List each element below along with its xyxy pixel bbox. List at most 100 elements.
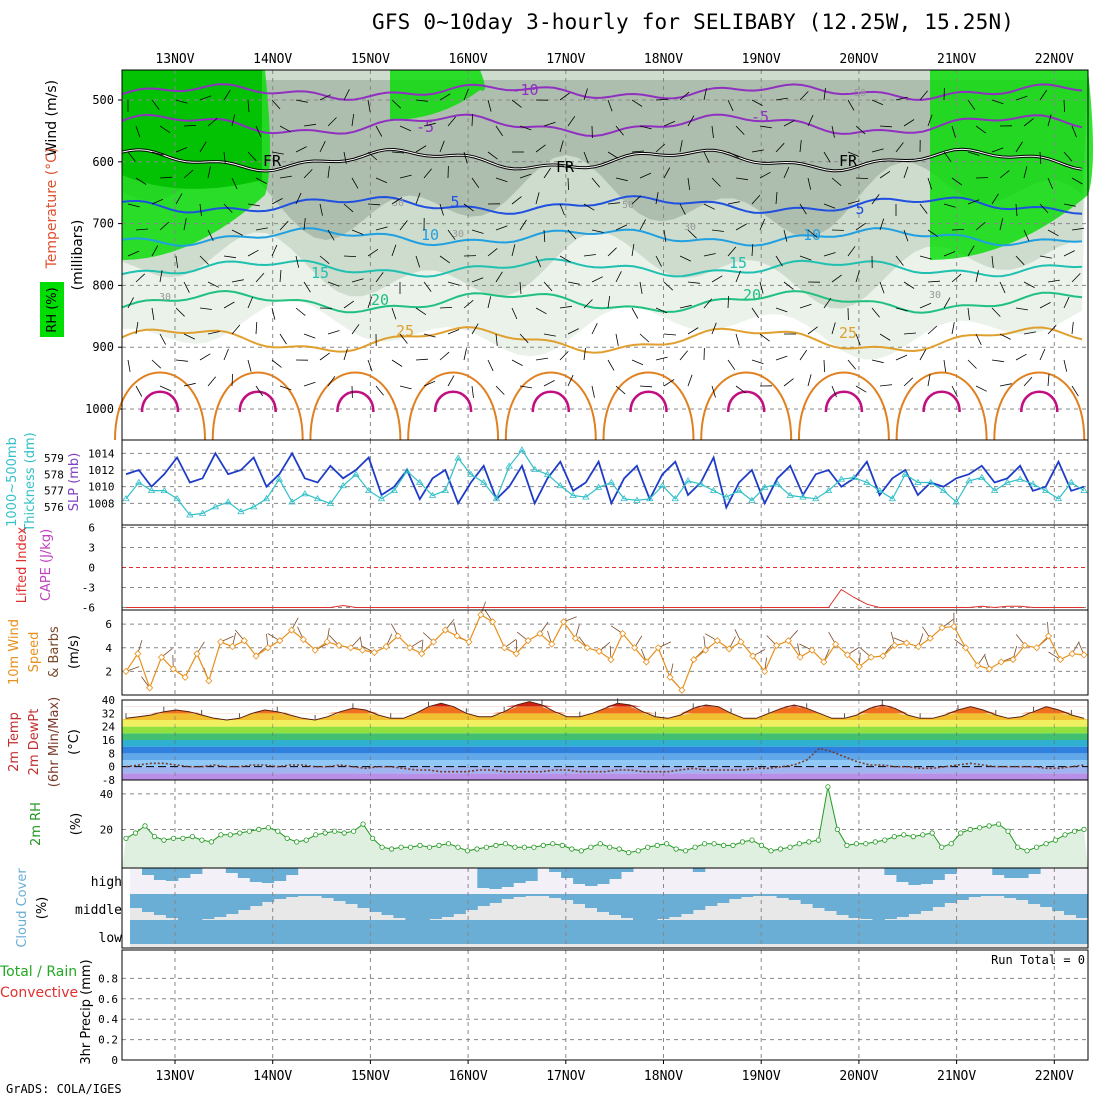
rh-point [445,841,452,847]
run-total-label: Run Total = 0 [991,953,1085,967]
wind-barb [799,303,812,309]
wind-barb [799,255,812,261]
rh-point [275,828,281,834]
precip-tick-label: 0.2 [98,1034,118,1047]
cloud-bar-middle [633,894,646,920]
cloud-bar-middle [1016,894,1029,900]
wind-barb [711,125,714,138]
wind-barb [391,99,402,109]
cloud-level-label: high [91,875,122,890]
wind-barb [607,151,619,159]
wind-barb [175,99,188,104]
wind-barb [943,203,956,208]
thickness-point [275,475,283,482]
temp-color-band [122,766,1088,774]
date-label-bottom: 18NOV [644,1069,683,1084]
wind-barb [1023,118,1034,127]
wind-barb [199,353,211,361]
rh-contour-label: 30 [452,229,464,240]
cloud-bar-middle [429,894,442,919]
rh-point [294,839,300,845]
isotherm-line [824,390,864,413]
rh-point [901,832,907,838]
wind-barb [807,326,818,335]
wind-barb [607,202,620,205]
wind-point [536,630,544,638]
wind-point [867,653,875,661]
wind-barb [391,244,397,257]
wind-barb [751,194,761,205]
temp-color-band [122,746,1088,754]
rh-point [616,846,622,852]
wind-barb [447,281,460,286]
cloud-bar-middle [549,894,562,898]
wind-barb [703,253,716,257]
li-axis-label: CAPE (J/kg) [39,529,54,601]
slp-tick-label: 1014 [88,447,115,460]
rh-point [132,830,139,836]
thickness-point [684,477,692,484]
rh-point [474,846,480,852]
rh-point [123,835,129,841]
wind-barb [1063,203,1076,207]
wind-point [276,637,284,645]
wind-barb [783,120,795,127]
wind-barb [631,359,644,366]
wind-barb [415,192,421,205]
slp-axis-label: SLP (mb) [67,453,82,512]
thickness-point [186,511,194,518]
thickness-point [352,470,360,477]
thickness-tick-label: 576 [44,501,64,514]
wind-barb [495,125,504,137]
wind-barb [247,203,260,207]
rh-point [1052,837,1059,843]
rh-contour-label: 50 [622,200,634,211]
wind-barb [783,378,794,387]
wind-barb [471,277,484,283]
rh-point [635,848,641,854]
cloud-bar-middle [812,894,826,908]
date-label-top: 22NOV [1035,52,1074,67]
thickness-point [416,478,424,485]
wind-barb [751,243,754,257]
wind-barb [559,203,565,216]
wind-barb [639,125,652,130]
wind-barb [991,307,1001,317]
wind-barb [231,324,241,335]
rh-point [739,839,746,845]
rh-point [844,842,850,849]
cloud-bar-middle [692,894,706,910]
thickness-point [313,494,322,502]
thickness-point [888,494,897,502]
wind-barb [591,177,601,188]
wind-barb [1015,141,1023,153]
wind-barb [543,380,555,387]
isotherm-label: FR [556,158,575,176]
thickness-point [1016,475,1024,482]
wind-point [512,650,520,658]
cloud-bar-high [884,868,897,875]
wind-barb [1047,229,1059,237]
wind-barb [207,376,217,387]
wind-barb [231,177,238,190]
cloud-bar-middle [441,894,454,917]
cloud-bar-high [237,868,251,878]
wind-barb [159,176,173,179]
wind-barb [303,218,306,231]
wind-barb [895,255,904,266]
rh-point [777,846,784,852]
wind-barb [135,125,141,138]
rh-point [483,844,489,850]
cloud-bar-middle [752,894,766,896]
cloud-bar-middle [513,894,526,897]
wind-barb [223,89,231,101]
rh-point [929,830,935,836]
wind-barb [991,359,1004,363]
wind-barb [967,359,977,369]
isotherm-line [922,390,961,413]
rh-point [218,832,224,838]
date-label-bottom: 16NOV [449,1069,488,1084]
temperature-axis-label: Temperature (°C) [44,148,60,270]
wind-barb [207,117,218,127]
wind-barb [343,348,348,361]
